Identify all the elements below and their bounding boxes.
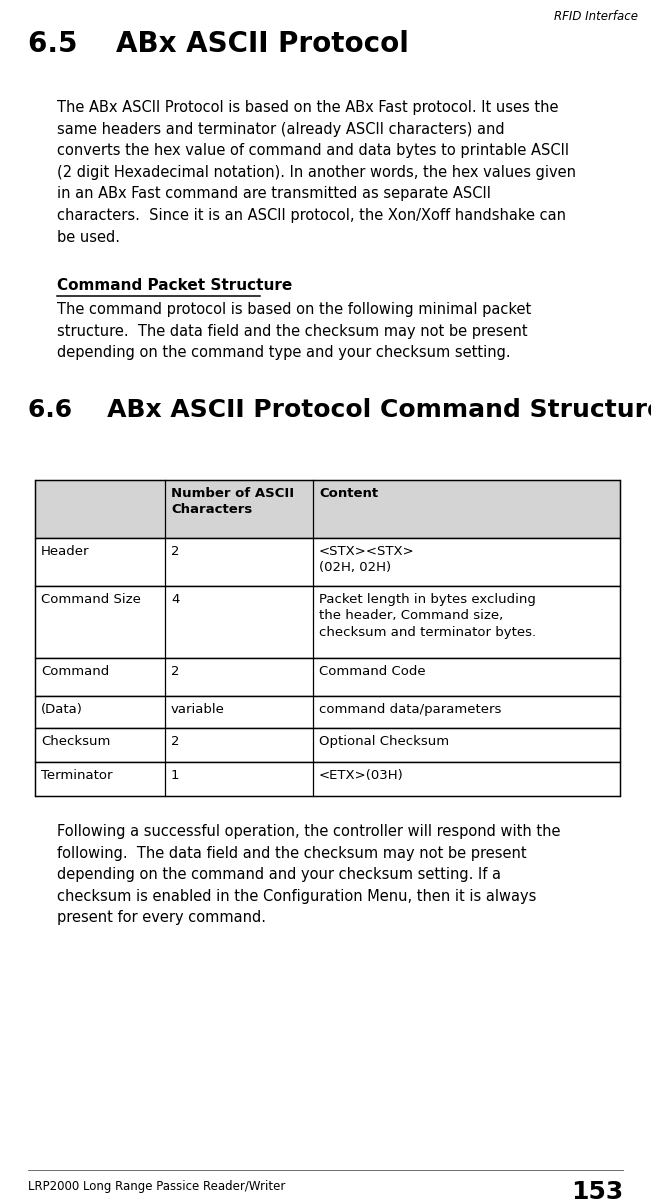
Text: Command Code: Command Code	[319, 665, 426, 677]
Text: Terminator: Terminator	[41, 769, 113, 782]
Bar	[35, 695, 620, 728]
Text: 6.5    ABx ASCII Protocol: 6.5 ABx ASCII Protocol	[28, 30, 409, 58]
Text: Content: Content	[319, 487, 378, 500]
Text: The command protocol is based on the following minimal packet
structure.  The da: The command protocol is based on the fol…	[57, 302, 531, 360]
Text: 1: 1	[171, 769, 180, 782]
Bar	[35, 538, 620, 586]
Bar	[35, 763, 620, 796]
Text: Header: Header	[41, 546, 89, 558]
Text: Checksum: Checksum	[41, 735, 111, 748]
Text: 2: 2	[171, 735, 180, 748]
Text: 4: 4	[171, 594, 180, 605]
Text: The ABx ASCII Protocol is based on the ABx Fast protocol. It uses the
same heade: The ABx ASCII Protocol is based on the A…	[57, 100, 576, 245]
Text: RFID Interface: RFID Interface	[554, 10, 638, 23]
Text: Command Packet Structure: Command Packet Structure	[57, 278, 292, 293]
Text: Command: Command	[41, 665, 109, 677]
Text: 2: 2	[171, 665, 180, 677]
Text: (Data): (Data)	[41, 703, 83, 716]
Text: Optional Checksum: Optional Checksum	[319, 735, 449, 748]
Text: variable: variable	[171, 703, 225, 716]
Text: <STX><STX>
(02H, 02H): <STX><STX> (02H, 02H)	[319, 546, 415, 574]
Bar	[35, 480, 620, 538]
Text: 153: 153	[571, 1180, 623, 1199]
Text: LRP2000 Long Range Passice Reader/Writer: LRP2000 Long Range Passice Reader/Writer	[28, 1180, 285, 1193]
Text: Packet length in bytes excluding
the header, Command size,
checksum and terminat: Packet length in bytes excluding the hea…	[319, 594, 536, 639]
Text: 2: 2	[171, 546, 180, 558]
Text: Following a successful operation, the controller will respond with the
following: Following a successful operation, the co…	[57, 824, 561, 926]
Text: <ETX>(03H): <ETX>(03H)	[319, 769, 404, 782]
Bar	[35, 658, 620, 695]
Text: 6.6    ABx ASCII Protocol Command Structure: 6.6 ABx ASCII Protocol Command Structure	[28, 398, 651, 422]
Text: command data/parameters: command data/parameters	[319, 703, 501, 716]
Bar	[35, 586, 620, 658]
Text: Number of ASCII
Characters: Number of ASCII Characters	[171, 487, 294, 516]
Bar	[35, 728, 620, 763]
Text: Command Size: Command Size	[41, 594, 141, 605]
